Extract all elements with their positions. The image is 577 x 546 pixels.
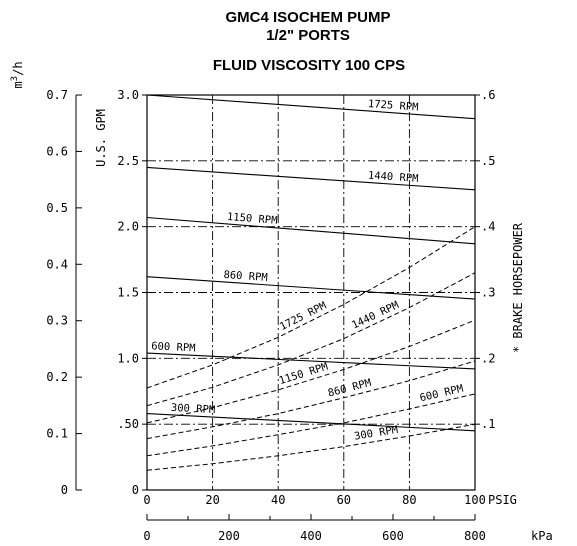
power-curve-1150-rpm (146, 319, 476, 424)
m3h-tick-label: 0.6 (46, 144, 68, 158)
hp-tick-label: .2 (481, 351, 495, 365)
axes: 0.501.01.52.02.53.0U.S. GPM.1.2.3.4.5.6*… (10, 61, 553, 543)
m3h-tick-label: 0.3 (46, 314, 68, 328)
psig-tick-label: 80 (402, 493, 416, 507)
hp-tick-label: .5 (481, 154, 495, 168)
flow-line-300-rpm (146, 413, 476, 432)
hp-tick-label: .4 (481, 220, 495, 234)
power-curve-1440-rpm (146, 272, 476, 407)
kpa-tick-label: 800 (464, 529, 486, 543)
psig-axis-label: PSIG (488, 493, 517, 507)
hp-tick-label: .1 (481, 417, 495, 431)
power-label: 1440 RPM (350, 299, 401, 331)
power-label: 1150 RPM (278, 361, 330, 387)
power-label: 860 RPM (327, 377, 373, 400)
gpm-tick-label: 0 (132, 483, 139, 497)
hp-tick-label: .6 (481, 88, 495, 102)
m3h-tick-label: 0 (61, 483, 68, 497)
psig-tick-label: 20 (205, 493, 219, 507)
psig-tick-label: 100 (464, 493, 486, 507)
title-line-1: GMC4 ISOCHEM PUMP (225, 9, 390, 26)
kpa-tick-label: 600 (382, 529, 404, 543)
flow-line-860-rpm (146, 276, 476, 300)
gpm-tick-label: 2.5 (117, 154, 139, 168)
gpm-tick-label: 1.0 (117, 351, 139, 365)
flow-line-600-rpm (146, 352, 476, 370)
gpm-tick-label: .50 (117, 417, 139, 431)
kpa-tick-label: 200 (218, 529, 240, 543)
flow-label: 1150 RPM (227, 211, 278, 227)
flow-label: 300 RPM (171, 402, 216, 416)
power-curve-1725-rpm (146, 226, 476, 389)
kpa-axis-label: kPa (531, 529, 553, 543)
m3h-tick-label: 0.2 (46, 370, 68, 384)
flow-label: 1440 RPM (368, 170, 419, 185)
psig-tick-label: 60 (337, 493, 351, 507)
hp-tick-label: .3 (481, 286, 495, 300)
title-line-3: FLUID VISCOSITY 100 CPS (213, 57, 405, 74)
psig-tick-label: 0 (143, 493, 150, 507)
gpm-tick-label: 3.0 (117, 88, 139, 102)
flow-label: 1725 RPM (368, 98, 419, 114)
power-curve-860-rpm (146, 360, 476, 440)
m3h-tick-label: 0.1 (46, 427, 68, 441)
flow-line-1725-rpm (146, 94, 476, 120)
m3h-axis-label: m3/h (10, 61, 25, 88)
m3h-tick-label: 0.5 (46, 201, 68, 215)
power-curve-300-rpm (146, 423, 476, 471)
title-line-2: 1/2" PORTS (266, 27, 350, 44)
gpm-tick-label: 1.5 (117, 286, 139, 300)
psig-tick-label: 40 (271, 493, 285, 507)
hp-axis-label: * BRAKE HORSEPOWER (511, 222, 525, 353)
chart-title: GMC4 ISOCHEM PUMP 1/2" PORTS FLUID VISCO… (213, 9, 405, 74)
m3h-tick-label: 0.7 (46, 88, 68, 102)
gpm-axis-label: U.S. GPM (94, 109, 108, 167)
flow-label: 600 RPM (151, 340, 196, 354)
kpa-tick-label: 400 (300, 529, 322, 543)
series (146, 94, 476, 471)
grid (146, 94, 476, 491)
power-label: 300 RPM (353, 424, 399, 443)
kpa-tick-label: 0 (143, 529, 150, 543)
flow-line-1440-rpm (146, 166, 476, 191)
gpm-tick-label: 2.0 (117, 220, 139, 234)
flow-line-1150-rpm (146, 216, 476, 245)
flow-label: 860 RPM (223, 269, 268, 284)
m3h-tick-label: 0.4 (46, 257, 68, 271)
